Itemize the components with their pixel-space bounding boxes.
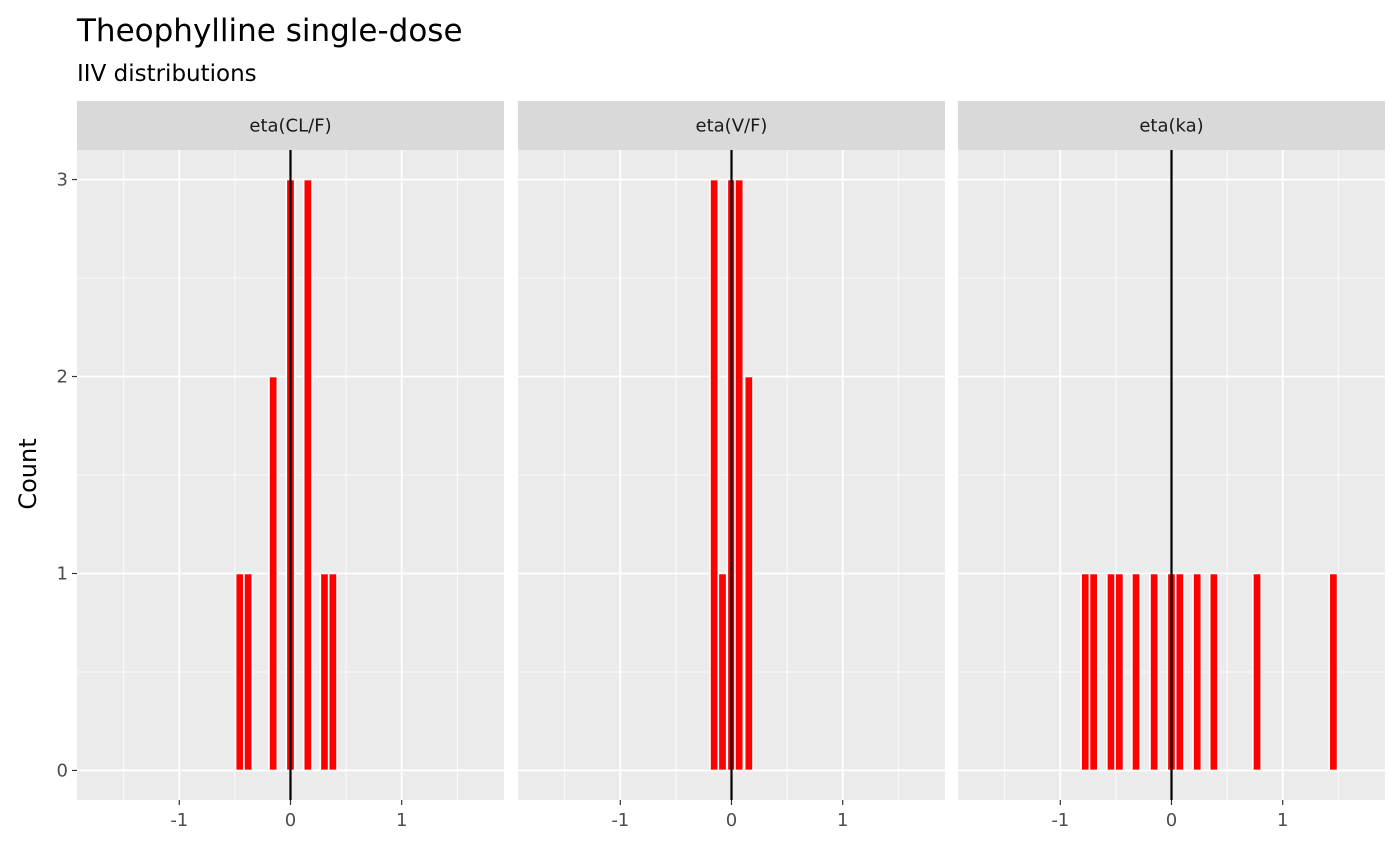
x-tick-label: 1 (837, 810, 848, 831)
x-tick-label: 1 (396, 810, 407, 831)
histogram-bar (717, 572, 728, 772)
x-axis: -1 0 1 (1051, 800, 1288, 831)
histogram-bar (1149, 572, 1160, 772)
histogram-bar (1131, 572, 1141, 772)
x-tick-label: 0 (285, 810, 296, 831)
histogram-bar (709, 178, 720, 772)
x-tick-label: 0 (726, 810, 737, 831)
y-axis: 0 1 2 3 (57, 170, 77, 781)
facet-strip (77, 101, 504, 150)
facet-panel: eta(ka) -1 0 1 (958, 101, 1385, 831)
y-tick-label: 0 (57, 760, 68, 781)
x-tick-label: 0 (1166, 810, 1177, 831)
facet-panel: eta(CL/F) -1 0 1 (77, 101, 504, 831)
y-tick-label: 1 (57, 563, 68, 584)
x-axis: -1 0 1 (611, 800, 848, 831)
histogram-bar (327, 572, 338, 772)
facet-strip-label: eta(ka) (1139, 116, 1203, 137)
x-tick-label: 1 (1277, 810, 1288, 831)
x-tick-label: -1 (170, 810, 188, 831)
histogram-bar (1174, 572, 1185, 772)
histogram-bar (743, 375, 754, 772)
histogram-bar (1080, 572, 1091, 772)
facet-strip-label: eta(V/F) (696, 116, 768, 137)
histogram-bar (319, 572, 330, 772)
x-axis: -1 0 1 (170, 800, 407, 831)
histogram-bar (1088, 572, 1099, 772)
histogram-bar (234, 572, 245, 772)
histogram-bar (1208, 572, 1219, 772)
facet-strip-label: eta(CL/F) (249, 116, 331, 137)
y-tick-label: 2 (57, 367, 68, 388)
histogram-bar (1328, 572, 1339, 772)
y-axis-title: Count (14, 438, 42, 509)
histogram-bar (1252, 572, 1262, 772)
chart-subtitle: IIV distributions (77, 61, 257, 87)
x-tick-label: -1 (1051, 810, 1069, 831)
histogram-bar (1114, 572, 1125, 772)
chart-title: Theophylline single-dose (76, 13, 463, 49)
y-tick-label: 3 (57, 170, 68, 191)
histogram-bar (268, 375, 279, 772)
facet-panel: eta(V/F) -1 0 1 (518, 101, 945, 831)
facet-strip (518, 101, 945, 150)
x-tick-label: -1 (611, 810, 629, 831)
histogram-bar (1192, 572, 1203, 772)
histogram-bar (243, 572, 254, 772)
histogram-bar (734, 178, 745, 772)
facet-panels: 0 1 2 3 eta(CL/F) -1 0 1 eta(V/F) -1 0 1 eta(ka) -1 0 1 (57, 101, 1385, 831)
histogram-bar (302, 178, 313, 772)
histogram-bar (1106, 572, 1116, 772)
facet-strip (958, 101, 1385, 150)
